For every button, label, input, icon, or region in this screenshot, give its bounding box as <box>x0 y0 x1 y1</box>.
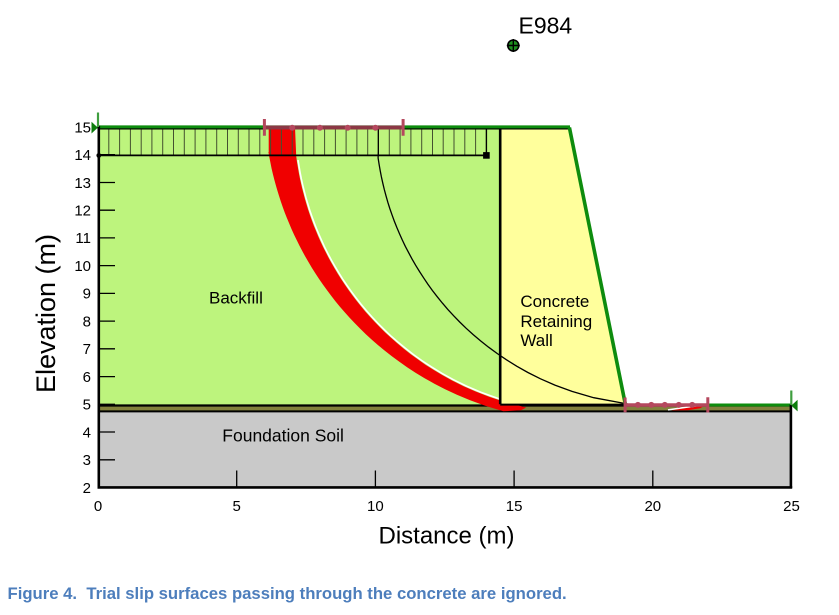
svg-text:8: 8 <box>83 313 91 330</box>
svg-text:Elevation (m): Elevation (m) <box>31 234 61 393</box>
svg-text:20: 20 <box>644 498 661 515</box>
svg-text:Wall: Wall <box>520 331 552 350</box>
svg-text:10: 10 <box>74 258 91 275</box>
svg-text:0: 0 <box>94 498 102 515</box>
svg-text:7: 7 <box>83 341 91 358</box>
svg-text:2: 2 <box>83 480 91 497</box>
svg-text:5: 5 <box>233 498 241 515</box>
svg-text:Concrete: Concrete <box>520 292 589 311</box>
svg-text:5: 5 <box>83 397 91 414</box>
svg-text:10: 10 <box>367 498 384 515</box>
svg-text:4: 4 <box>83 424 91 441</box>
svg-text:Backfill: Backfill <box>209 289 263 308</box>
svg-text:13: 13 <box>74 175 91 192</box>
svg-text:6: 6 <box>83 369 91 386</box>
svg-text:14: 14 <box>74 147 91 164</box>
svg-text:Retaining: Retaining <box>520 312 592 331</box>
svg-text:25: 25 <box>783 498 800 515</box>
svg-text:Foundation Soil: Foundation Soil <box>222 426 344 446</box>
svg-text:11: 11 <box>75 230 91 247</box>
svg-text:9: 9 <box>83 286 91 303</box>
svg-text:15: 15 <box>506 498 523 515</box>
svg-text:12: 12 <box>74 203 91 220</box>
svg-text:E984: E984 <box>519 13 573 39</box>
svg-text:3: 3 <box>83 452 91 469</box>
svg-text:Figure 4. Trial slip surfaces: Figure 4. Trial slip surfaces passing th… <box>8 584 567 603</box>
svg-text:15: 15 <box>74 119 91 136</box>
svg-text:Distance (m): Distance (m) <box>378 523 514 550</box>
